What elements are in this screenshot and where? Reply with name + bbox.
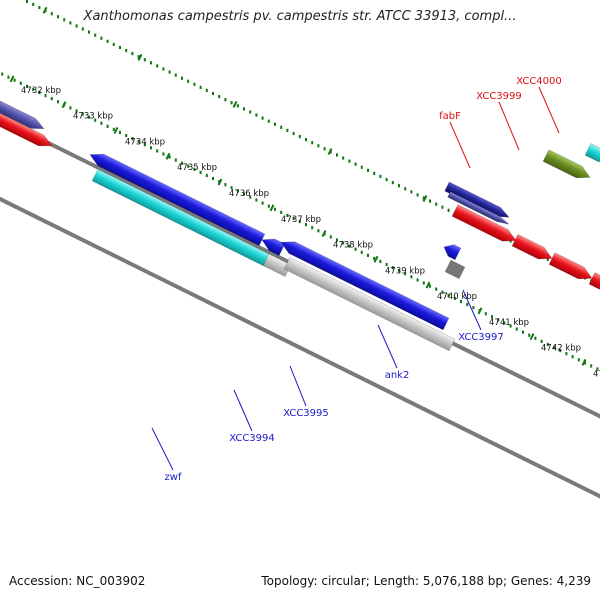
scale-label: 4732 kbp <box>21 86 61 96</box>
feature-xcc3994-shape <box>91 168 272 268</box>
genome-stats-text: Topology: circular; Length: 5,076,188 bp… <box>261 574 591 588</box>
feature-ank2-shape <box>280 241 450 331</box>
gene-fabf-leader <box>449 121 471 169</box>
scale-label: 4735 kbp <box>177 163 217 173</box>
gene-xcc3994-leader <box>233 389 253 432</box>
accession-text: Accession: NC_003902 <box>9 574 146 588</box>
feature-zwf-shape <box>89 153 266 247</box>
feature-layer <box>0 96 600 352</box>
gene-xcc3995-leader <box>289 365 307 407</box>
gene-zwf-leader <box>151 427 174 471</box>
backbone-layer <box>0 116 600 499</box>
major-tick <box>321 230 327 237</box>
major-tick <box>113 127 119 134</box>
feature-left-purple-shape <box>0 96 45 130</box>
feature-xcc3995-blue-shape <box>261 238 286 256</box>
gene-xcc4000-label: XCC4000 <box>516 76 562 87</box>
feature-xcc3995 <box>262 253 292 277</box>
feature-ank2 <box>280 241 450 331</box>
feature-left-red-shape <box>0 109 53 147</box>
feature-next-red-shape <box>588 272 600 290</box>
scale-label: 4741 kbp <box>489 318 529 328</box>
feature-ank2-grey <box>283 256 456 352</box>
feature-xcc3995-shape <box>262 253 292 277</box>
feature-fabf <box>451 204 517 242</box>
scale-label: 4737 kbp <box>281 215 321 225</box>
major-tick <box>529 333 535 341</box>
outer-major-tick <box>137 53 143 61</box>
label-layer: 4732 kbp 4733 kbp 4734 kbp 4735 kbp 4736 kbp… <box>21 76 600 483</box>
major-tick <box>373 255 379 263</box>
major-tick <box>165 152 171 160</box>
feature-olive-shape <box>542 149 591 179</box>
major-tick <box>269 204 275 212</box>
outer-major-tick <box>422 195 428 203</box>
outer-major-tick <box>232 100 238 108</box>
scale-label: 4740 kbp <box>437 292 477 302</box>
outer-major-tick <box>327 148 333 155</box>
feature-xcc3997-shape <box>444 259 466 280</box>
gene-xcc3997-leader <box>462 289 482 331</box>
gene-xcc3994-label: XCC3994 <box>229 433 275 444</box>
gene-xcc4000-leader <box>538 86 560 134</box>
feature-ank2-grey-shape <box>283 256 456 352</box>
major-tick <box>9 75 15 83</box>
feature-xcc3997 <box>444 259 466 280</box>
feature-fabf-navy <box>444 181 510 218</box>
major-tick <box>477 307 483 315</box>
scale-label: 4743 kbp <box>593 369 600 379</box>
scale-label: 4736 kbp <box>229 189 269 199</box>
gene-fabf-label: fabF <box>439 111 461 122</box>
feature-fabf-shape <box>451 204 517 242</box>
backbone-bottom <box>0 196 600 499</box>
feature-xcc3999 <box>511 233 553 260</box>
gene-zwf-label: zwf <box>165 472 182 483</box>
feature-xcc4000-shape <box>548 252 593 280</box>
feature-fabf-navy-shape <box>444 181 510 218</box>
gene-xcc3999-leader <box>498 101 520 151</box>
gene-xcc3997-label: XCC3997 <box>458 332 504 343</box>
feature-left-red <box>0 109 53 147</box>
feature-cyan-top-shape <box>584 143 600 163</box>
scale-label: 4734 kbp <box>125 137 165 147</box>
gene-ank2-leader <box>377 324 398 369</box>
feature-xcc3999-shape <box>511 233 553 260</box>
feature-xcc3997-blue <box>443 244 462 261</box>
feature-cyan-top <box>584 143 600 163</box>
major-tick <box>581 358 587 366</box>
outer-major-tick <box>42 6 48 14</box>
scale-label: 4739 kbp <box>385 266 425 276</box>
feature-xcc3994 <box>91 168 272 268</box>
scale-label: 4742 kbp <box>541 344 581 354</box>
feature-next-red <box>588 272 600 290</box>
feature-olive <box>542 149 591 179</box>
feature-xcc3995-blue <box>261 238 286 256</box>
feature-xcc4000 <box>548 252 593 280</box>
gene-xcc3995-label: XCC3995 <box>283 408 329 419</box>
major-tick <box>217 178 223 186</box>
feature-left-purple <box>0 96 45 130</box>
tick-layer <box>1 0 599 371</box>
scale-label: 4738 kbp <box>333 241 373 251</box>
feature-zwf <box>89 153 266 247</box>
gene-xcc3999-label: XCC3999 <box>476 91 522 102</box>
major-tick <box>425 281 431 289</box>
scale-label: 4733 kbp <box>73 112 113 122</box>
genome-title: Xanthomonas campestris pv. campestris st… <box>83 9 517 24</box>
gene-ank2-label: ank2 <box>385 370 410 381</box>
feature-fabf-light-shape <box>447 191 510 225</box>
feature-xcc3997-blue-shape <box>443 244 462 261</box>
feature-fabf-light <box>447 191 510 225</box>
major-tick <box>61 101 67 109</box>
